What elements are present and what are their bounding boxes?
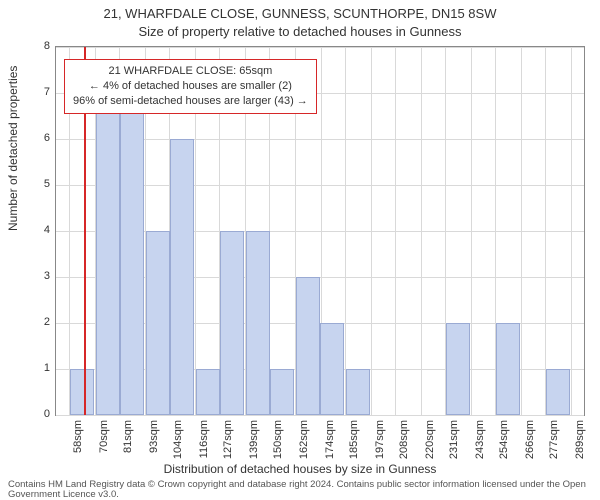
info-line-2: ← 4% of detached houses are smaller (2) (73, 79, 308, 94)
x-tick-label: 58sqm (72, 420, 84, 453)
histogram-bar (270, 369, 294, 415)
x-tick-label: 116sqm (198, 420, 210, 458)
x-tick-label: 162sqm (298, 420, 310, 459)
x-tick-label: 127sqm (222, 420, 234, 459)
chart-title-line1: 21, WHARFDALE CLOSE, GUNNESS, SCUNTHORPE… (0, 6, 600, 21)
histogram-bar (170, 139, 194, 415)
footer-attribution: Contains HM Land Registry data © Crown c… (8, 480, 592, 500)
histogram-bar (296, 277, 320, 415)
x-tick-label: 139sqm (248, 420, 260, 459)
y-tick-label: 1 (5, 362, 50, 374)
histogram-bar (446, 323, 470, 415)
y-tick-label: 3 (5, 270, 50, 282)
x-tick-label: 277sqm (548, 420, 560, 459)
gridline-v (521, 47, 522, 415)
histogram-bar (96, 93, 120, 415)
histogram-bar (120, 93, 144, 415)
x-tick-label: 81sqm (122, 420, 134, 453)
histogram-bar (146, 231, 170, 415)
chart-title-line2: Size of property relative to detached ho… (0, 24, 600, 39)
gridline-v (421, 47, 422, 415)
y-tick-label: 4 (5, 224, 50, 236)
y-tick-label: 8 (5, 40, 50, 52)
x-tick-label: 220sqm (424, 420, 436, 459)
histogram-bar (70, 369, 94, 415)
x-tick-label: 150sqm (272, 420, 284, 459)
x-tick-label: 208sqm (398, 420, 410, 459)
histogram-bar (496, 323, 520, 415)
histogram-bar (546, 369, 570, 415)
y-tick-label: 0 (5, 408, 50, 420)
gridline-h (56, 415, 584, 416)
gridline-h (56, 47, 584, 48)
info-line-3: 96% of semi-detached houses are larger (… (73, 94, 308, 109)
plot-area: 21 WHARFDALE CLOSE: 65sqm ← 4% of detach… (55, 46, 585, 416)
x-tick-label: 289sqm (574, 420, 586, 459)
y-tick-label: 2 (5, 316, 50, 328)
x-tick-label: 254sqm (498, 420, 510, 459)
y-tick-label: 7 (5, 86, 50, 98)
x-tick-label: 231sqm (448, 420, 460, 459)
x-tick-label: 104sqm (172, 420, 184, 459)
gridline-v (545, 47, 546, 415)
info-line-1: 21 WHARFDALE CLOSE: 65sqm (73, 64, 308, 79)
histogram-bar (246, 231, 270, 415)
gridline-v (571, 47, 572, 415)
histogram-bar (220, 231, 244, 415)
y-tick-label: 6 (5, 132, 50, 144)
chart-container: { "titles": { "line1": "21, WHARFDALE CL… (0, 0, 600, 500)
histogram-bar (346, 369, 370, 415)
gridline-v (345, 47, 346, 415)
y-tick-label: 5 (5, 178, 50, 190)
x-tick-label: 243sqm (474, 420, 486, 459)
histogram-bar (320, 323, 344, 415)
x-tick-label: 93sqm (148, 420, 160, 453)
x-tick-label: 266sqm (524, 420, 536, 459)
gridline-v (371, 47, 372, 415)
x-tick-label: 185sqm (348, 420, 360, 459)
histogram-bar (196, 369, 220, 415)
gridline-v (395, 47, 396, 415)
x-tick-label: 174sqm (324, 420, 336, 459)
x-axis-label: Distribution of detached houses by size … (0, 462, 600, 476)
x-tick-label: 70sqm (98, 420, 110, 453)
reference-info-box: 21 WHARFDALE CLOSE: 65sqm ← 4% of detach… (64, 59, 317, 114)
gridline-v (471, 47, 472, 415)
x-tick-label: 197sqm (374, 420, 386, 459)
